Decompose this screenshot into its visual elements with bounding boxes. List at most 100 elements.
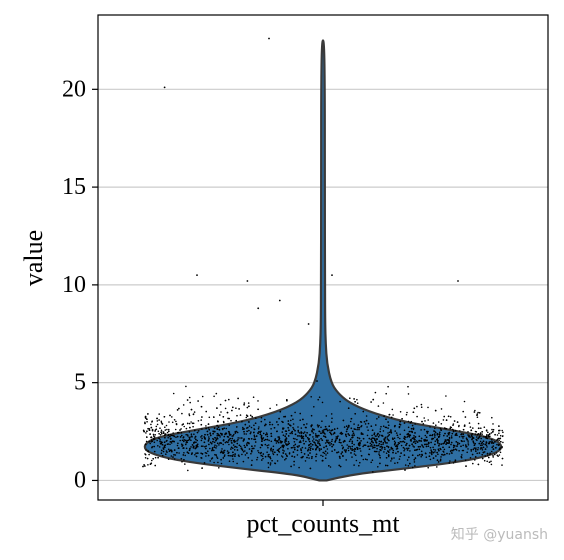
data-point xyxy=(345,425,348,428)
data-point xyxy=(403,437,405,440)
data-point xyxy=(241,448,243,451)
data-point xyxy=(276,460,279,462)
data-point xyxy=(399,455,401,458)
data-point xyxy=(195,455,198,458)
data-point xyxy=(408,434,411,437)
data-point xyxy=(317,442,319,444)
data-point xyxy=(403,449,405,452)
data-point xyxy=(385,392,388,395)
data-point xyxy=(260,434,263,437)
data-point xyxy=(376,450,378,453)
data-point xyxy=(222,439,225,441)
y-tick-label: 5 xyxy=(74,370,86,396)
data-point xyxy=(450,441,453,444)
data-point xyxy=(471,433,474,435)
data-point xyxy=(300,431,303,433)
y-tick-label: 0 xyxy=(74,467,86,493)
data-point xyxy=(323,446,325,449)
data-point xyxy=(264,418,266,421)
data-point xyxy=(184,439,187,442)
data-point xyxy=(494,447,497,449)
data-point xyxy=(166,428,168,431)
data-point xyxy=(345,430,348,433)
data-point xyxy=(473,444,476,447)
data-point xyxy=(177,447,180,450)
data-point xyxy=(181,439,184,442)
data-point xyxy=(144,443,147,446)
data-point xyxy=(169,437,172,440)
data-point xyxy=(300,427,303,429)
data-point xyxy=(261,455,264,458)
data-point xyxy=(329,441,331,444)
scatter-points xyxy=(142,37,504,473)
data-point xyxy=(180,457,183,460)
data-point xyxy=(427,445,430,448)
outlier-point xyxy=(268,37,270,40)
data-point xyxy=(306,432,308,434)
data-point xyxy=(230,448,232,450)
data-point xyxy=(294,411,296,414)
data-point xyxy=(192,413,195,415)
data-point xyxy=(406,449,409,451)
data-point xyxy=(201,395,204,398)
data-point xyxy=(224,399,227,402)
data-point xyxy=(426,432,429,434)
data-point xyxy=(293,456,296,458)
data-point xyxy=(254,438,257,441)
data-point xyxy=(473,447,476,449)
data-point xyxy=(251,415,253,418)
data-point xyxy=(267,455,270,458)
data-point xyxy=(182,404,185,406)
data-point xyxy=(315,453,318,456)
data-point xyxy=(407,435,409,438)
data-point xyxy=(260,454,263,457)
data-point xyxy=(405,436,407,439)
data-point xyxy=(387,432,389,434)
y-tick-label: 20 xyxy=(62,76,86,102)
data-point xyxy=(489,452,491,455)
data-point xyxy=(166,431,169,434)
data-point xyxy=(452,462,455,464)
data-point xyxy=(187,435,189,437)
data-point xyxy=(484,455,487,457)
data-point xyxy=(282,427,284,430)
data-point xyxy=(498,454,501,456)
data-point xyxy=(494,453,496,456)
data-point xyxy=(179,436,182,438)
data-point xyxy=(443,453,446,456)
data-point xyxy=(324,428,326,431)
data-point xyxy=(176,451,178,454)
data-point xyxy=(293,464,295,466)
data-point xyxy=(326,452,329,454)
data-point xyxy=(220,462,223,465)
data-point xyxy=(268,439,270,442)
data-point xyxy=(471,435,473,438)
data-point xyxy=(303,431,306,433)
data-point xyxy=(211,457,214,459)
data-point xyxy=(438,444,440,447)
data-point xyxy=(434,449,437,451)
data-point xyxy=(206,433,209,436)
data-point xyxy=(384,426,387,429)
data-point xyxy=(286,399,288,402)
data-point xyxy=(228,432,231,435)
data-point xyxy=(336,427,339,430)
data-point xyxy=(235,407,237,410)
data-point xyxy=(185,443,187,446)
data-point xyxy=(356,428,358,431)
data-point xyxy=(440,448,442,451)
data-point xyxy=(445,443,447,445)
data-point xyxy=(413,446,415,448)
data-point xyxy=(231,455,234,458)
data-point xyxy=(336,437,339,440)
data-point xyxy=(148,428,151,430)
data-point xyxy=(176,444,179,447)
data-point xyxy=(296,454,299,456)
data-point xyxy=(437,448,440,451)
data-point xyxy=(452,430,455,433)
data-point xyxy=(236,449,239,451)
data-point xyxy=(297,446,299,448)
data-point xyxy=(144,453,146,455)
data-point xyxy=(232,451,234,454)
data-point xyxy=(406,411,408,414)
